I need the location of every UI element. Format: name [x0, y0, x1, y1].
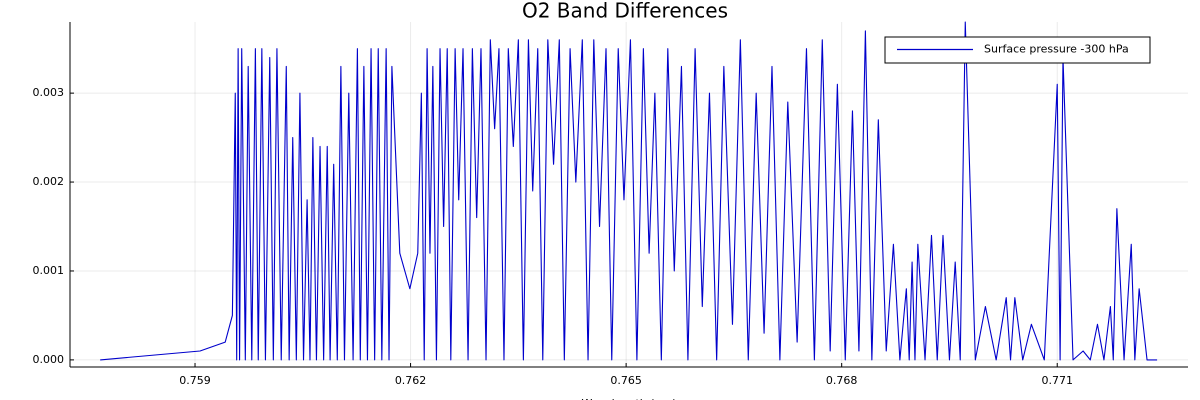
y-tick-label: 0.002 [33, 175, 65, 188]
data-line [100, 21, 1158, 361]
x-axis-label: Wavelength (µm) [581, 397, 676, 400]
x-tick-label: 0.762 [395, 374, 427, 387]
x-tick-label: 0.771 [1041, 374, 1073, 387]
y-tick-label: 0.000 [33, 353, 65, 366]
x-tick-label: 0.765 [610, 374, 642, 387]
x-tick-label: 0.768 [826, 374, 858, 387]
x-tick-label: 0.759 [179, 374, 211, 387]
chart-title: O2 Band Differences [522, 0, 728, 23]
y-tick-label: 0.003 [33, 86, 65, 99]
legend: Surface pressure -300 hPa [884, 36, 1151, 64]
legend-label: Surface pressure -300 hPa [984, 43, 1129, 56]
y-tick-label: 0.001 [33, 264, 65, 277]
